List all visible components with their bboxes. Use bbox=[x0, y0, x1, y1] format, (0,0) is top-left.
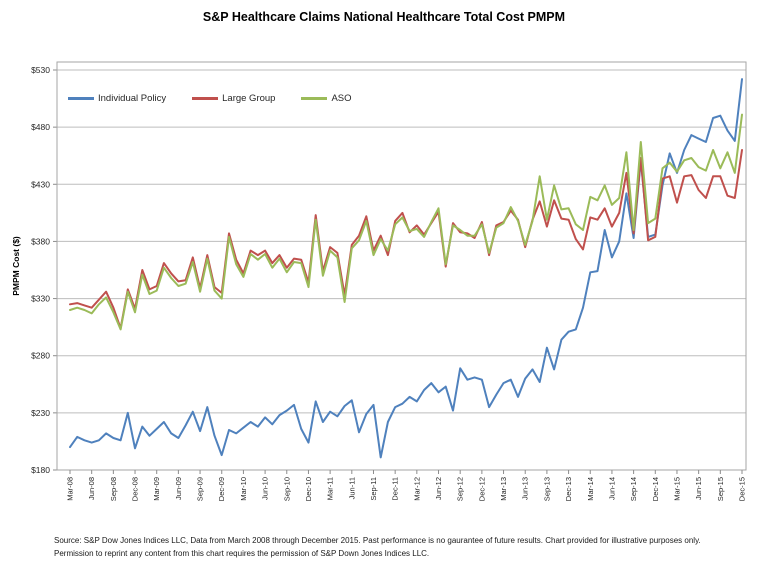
chart-legend: Individual Policy Large Group ASO bbox=[68, 93, 352, 104]
individual-policy-line-swatch bbox=[68, 97, 94, 100]
aso-line-swatch bbox=[301, 97, 328, 100]
series-line-large-group bbox=[69, 149, 743, 330]
x-tick-label: Sep-11 bbox=[369, 477, 378, 501]
series-line-aso bbox=[69, 113, 743, 331]
x-tick-label: Dec-13 bbox=[564, 477, 573, 501]
legend-item-aso: ASO bbox=[301, 93, 352, 104]
y-tick-label: $280 bbox=[31, 351, 50, 361]
chart-title: S&P Healthcare Claims National Healthcar… bbox=[202, 10, 566, 24]
legend-label: Individual Policy bbox=[98, 93, 167, 104]
legend-item-large-group: Large Group bbox=[192, 93, 275, 104]
y-tick-label: $230 bbox=[31, 408, 50, 418]
plot-border bbox=[56, 61, 747, 471]
x-tick-label: Jun-09 bbox=[174, 477, 183, 500]
x-tick-label: Mar-13 bbox=[499, 477, 508, 501]
x-tick-label: Dec-15 bbox=[738, 477, 747, 501]
x-tick-label: Jun-10 bbox=[261, 477, 270, 500]
legend-item-individual-policy: Individual Policy bbox=[68, 93, 166, 104]
x-tick-label: Dec-10 bbox=[304, 477, 313, 501]
y-axis-title: PMPM Cost ($) bbox=[11, 236, 21, 296]
x-tick-label: Sep-13 bbox=[542, 477, 551, 501]
y-tick-label: $430 bbox=[31, 179, 50, 189]
series-line-individual-policy bbox=[69, 78, 743, 459]
x-tick-label: Jun-12 bbox=[434, 477, 443, 500]
x-tick-label: Mar-14 bbox=[586, 477, 595, 501]
large-group-line-swatch bbox=[192, 97, 219, 100]
legend-label: Large Group bbox=[222, 93, 276, 104]
y-tick-label: $380 bbox=[31, 236, 50, 246]
legend-label: ASO bbox=[331, 93, 352, 104]
x-tick-label: Dec-09 bbox=[217, 477, 226, 501]
y-tick-label: $480 bbox=[31, 122, 50, 132]
x-tick-label: Sep-09 bbox=[196, 477, 205, 501]
x-tick-label: Sep-10 bbox=[282, 477, 291, 501]
x-tick-label: Dec-12 bbox=[477, 477, 486, 501]
x-tick-label: Mar-12 bbox=[412, 477, 421, 501]
x-tick-label: Mar-11 bbox=[326, 477, 335, 500]
x-tick-label: Mar-08 bbox=[66, 477, 75, 501]
x-tick-label: Mar-15 bbox=[672, 477, 681, 501]
x-tick-label: Sep-15 bbox=[716, 477, 725, 501]
x-tick-label: Dec-08 bbox=[131, 477, 140, 501]
x-tick-label: Dec-11 bbox=[391, 477, 400, 501]
x-tick-label: Sep-12 bbox=[456, 477, 465, 501]
y-tick-label: $180 bbox=[31, 465, 50, 475]
y-tick-label: $330 bbox=[31, 294, 50, 304]
x-tick-label: Jun-13 bbox=[521, 477, 530, 500]
x-tick-label: Mar-09 bbox=[152, 477, 161, 501]
x-tick-label: Sep-14 bbox=[629, 477, 638, 501]
x-tick-label: Dec-14 bbox=[651, 477, 660, 501]
x-tick-label: Jun-14 bbox=[607, 477, 616, 500]
x-tick-label: Mar-10 bbox=[239, 477, 248, 501]
x-tick-label: Sep-08 bbox=[109, 477, 118, 501]
source-note: Source: S&P Dow Jones Indices LLC, Data … bbox=[54, 534, 754, 560]
x-tick-label: Jun-15 bbox=[694, 477, 703, 500]
x-tick-label: Jun-08 bbox=[87, 477, 96, 500]
source-note-line1: Source: S&P Dow Jones Indices LLC, Data … bbox=[54, 536, 701, 545]
x-tick-label: Jun-11 bbox=[347, 477, 356, 499]
y-tick-label: $530 bbox=[31, 65, 50, 75]
source-note-line2: Permission to reprint any content from t… bbox=[54, 549, 430, 558]
